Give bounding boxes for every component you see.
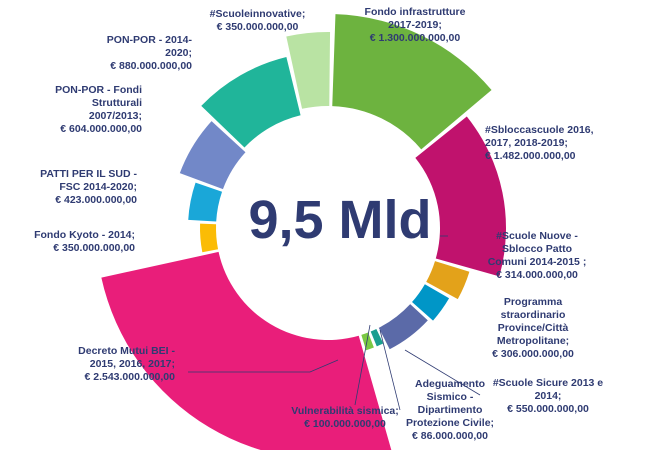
donut-slice-11: [201, 56, 301, 148]
donut-slice-10: [179, 121, 246, 190]
slice-label-pon-por-fondi-strutturali: PON-POR - Fondi Strutturali 2007/2013; €…: [55, 84, 142, 135]
slice-label-programma-straordinario: Programma straordinario Province/Città M…: [492, 296, 574, 360]
leader-line-0: [404, 349, 481, 396]
slice-label-patti-per-il-sud: PATTI PER IL SUD - FSC 2014-2020; € 423.…: [40, 168, 137, 206]
donut-slice-3: [412, 284, 450, 321]
donut-slice-7: [101, 251, 392, 450]
donut-slice-8: [199, 223, 219, 253]
slice-label-fondo-infrastrutture: Fondo infrastrutture 2017-2019; € 1.300.…: [364, 6, 466, 44]
leader-line-3: [188, 359, 339, 373]
slice-label-scuole-nuove: #Scuole Nuove - Sblocco Patto Comuni 201…: [487, 230, 587, 281]
donut-slice-1: [415, 116, 507, 277]
leader-line-1: [379, 329, 401, 411]
center-total: 9,5 Mld: [248, 190, 432, 250]
slice-label-scuole-sicure: #Scuole Sicure 2013 e 2014; € 550.000.00…: [492, 377, 604, 415]
slice-label-decreto-mutui-bei: Decreto Mutui BEI - 2015, 2016, 2017; € …: [78, 345, 175, 383]
slice-label-vulnerabilita-sismica: Vulnerabilità sismica; € 100.000.000,00: [291, 405, 399, 430]
slice-label-fondo-kyoto: Fondo Kyoto - 2014; € 350.000.000,00: [34, 229, 135, 254]
slice-label-sbloccascuole: #Sbloccascuole 2016, 2017, 2018-2019; € …: [485, 124, 594, 162]
donut-slice-9: [188, 182, 223, 222]
donut-slice-6: [361, 332, 374, 351]
slice-label-scuoleinnovative: #Scuoleinnovative; € 350.000.000,00: [209, 8, 306, 33]
donut-slice-5: [370, 329, 384, 347]
donut-slice-2: [426, 261, 470, 300]
donut-slice-12: [286, 32, 331, 109]
donut-slice-4: [378, 304, 428, 350]
slice-label-adeguamento-sismico: Adeguamento Sismico - Dipartimento Prote…: [405, 378, 495, 442]
slice-label-pon-por-2014-2020: PON-POR - 2014- 2020; € 880.000.000,00: [106, 34, 192, 72]
donut-slice-0: [332, 14, 492, 150]
leader-line-2: [354, 324, 371, 406]
